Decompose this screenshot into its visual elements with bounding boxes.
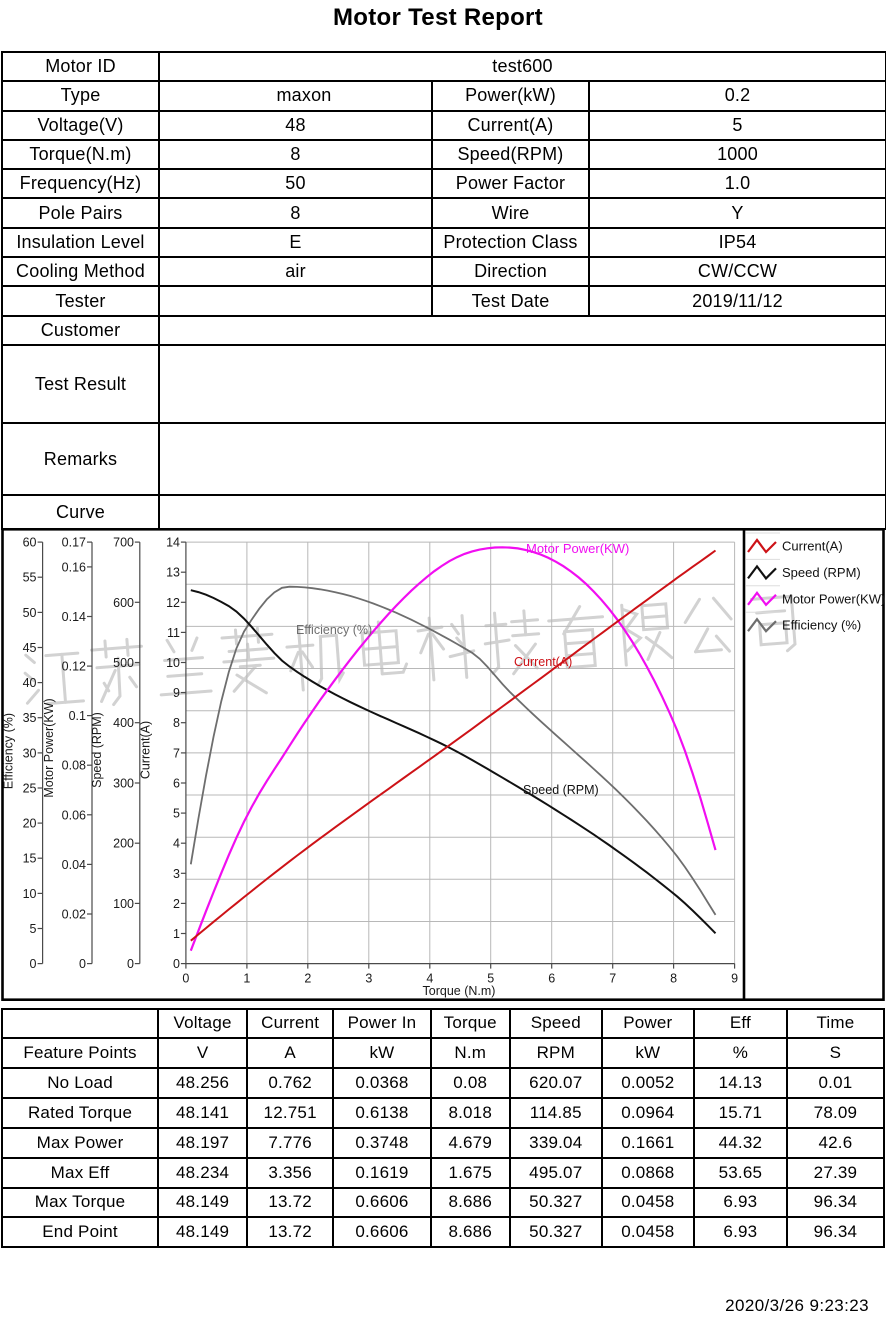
- svg-text:4: 4: [173, 837, 180, 851]
- svg-text:100: 100: [113, 897, 134, 911]
- svg-text:Current(A): Current(A): [514, 655, 572, 669]
- svg-text:Speed (RPM): Speed (RPM): [523, 783, 599, 797]
- svg-text:6: 6: [548, 972, 555, 986]
- svg-text:1: 1: [243, 972, 250, 986]
- svg-text:3: 3: [173, 867, 180, 881]
- svg-text:Motor Power(KW): Motor Power(KW): [526, 541, 629, 556]
- svg-text:0.12: 0.12: [62, 660, 86, 674]
- svg-text:Motor Power(KW): Motor Power(KW): [782, 591, 885, 606]
- svg-text:8: 8: [670, 972, 677, 986]
- svg-text:200: 200: [113, 837, 134, 851]
- svg-text:Current(A): Current(A): [782, 539, 843, 554]
- svg-text:50: 50: [23, 606, 37, 620]
- svg-text:0: 0: [127, 957, 134, 971]
- svg-text:0.1: 0.1: [69, 709, 86, 723]
- svg-text:0: 0: [79, 957, 86, 971]
- svg-text:20: 20: [23, 817, 37, 831]
- svg-text:10: 10: [166, 656, 180, 670]
- svg-text:Efficiency (%): Efficiency (%): [2, 713, 16, 789]
- svg-text:25: 25: [23, 782, 37, 796]
- svg-text:40: 40: [23, 676, 37, 690]
- svg-text:5: 5: [30, 922, 37, 936]
- svg-text:2: 2: [173, 897, 180, 911]
- svg-text:500: 500: [113, 656, 134, 670]
- svg-text:Motor Power(KW): Motor Power(KW): [42, 698, 56, 797]
- svg-text:4: 4: [426, 972, 433, 986]
- svg-text:1: 1: [173, 927, 180, 941]
- svg-text:14: 14: [166, 536, 180, 550]
- svg-text:6: 6: [173, 777, 180, 791]
- svg-text:Current(A): Current(A): [139, 721, 153, 779]
- svg-text:0: 0: [173, 957, 180, 971]
- svg-text:5: 5: [487, 972, 494, 986]
- svg-text:700: 700: [113, 536, 134, 550]
- svg-text:Efficiency (%): Efficiency (%): [296, 623, 372, 637]
- svg-text:13: 13: [166, 566, 180, 580]
- svg-text:35: 35: [23, 711, 37, 725]
- svg-text:7: 7: [173, 746, 180, 760]
- svg-text:0: 0: [182, 972, 189, 986]
- svg-text:9: 9: [731, 972, 738, 986]
- svg-text:3: 3: [365, 972, 372, 986]
- svg-text:8: 8: [173, 716, 180, 730]
- svg-text:7: 7: [609, 972, 616, 986]
- svg-text:0: 0: [30, 957, 37, 971]
- svg-text:2: 2: [304, 972, 311, 986]
- svg-text:9: 9: [173, 686, 180, 700]
- svg-text:Efficiency (%): Efficiency (%): [782, 618, 861, 633]
- svg-text:400: 400: [113, 716, 134, 730]
- svg-text:0.06: 0.06: [62, 808, 86, 822]
- svg-text:Speed (RPM): Speed (RPM): [782, 565, 861, 580]
- svg-text:60: 60: [23, 536, 37, 550]
- svg-text:55: 55: [23, 571, 37, 585]
- svg-text:Speed (RPM): Speed (RPM): [90, 712, 104, 788]
- svg-text:10: 10: [23, 887, 37, 901]
- svg-text:12: 12: [166, 596, 180, 610]
- svg-text:15: 15: [23, 852, 37, 866]
- svg-text:11: 11: [167, 626, 180, 640]
- svg-text:30: 30: [23, 746, 37, 760]
- svg-text:0.17: 0.17: [62, 536, 86, 550]
- svg-text:0.14: 0.14: [62, 610, 86, 624]
- svg-text:Torque (N.m): Torque (N.m): [423, 984, 496, 998]
- svg-text:5: 5: [173, 807, 180, 821]
- svg-text:0.02: 0.02: [62, 908, 86, 922]
- svg-text:0.08: 0.08: [62, 759, 86, 773]
- svg-text:0.04: 0.04: [62, 858, 86, 872]
- svg-text:45: 45: [23, 641, 37, 655]
- svg-text:300: 300: [113, 777, 134, 791]
- svg-text:0.16: 0.16: [62, 560, 86, 574]
- svg-text:600: 600: [113, 596, 134, 610]
